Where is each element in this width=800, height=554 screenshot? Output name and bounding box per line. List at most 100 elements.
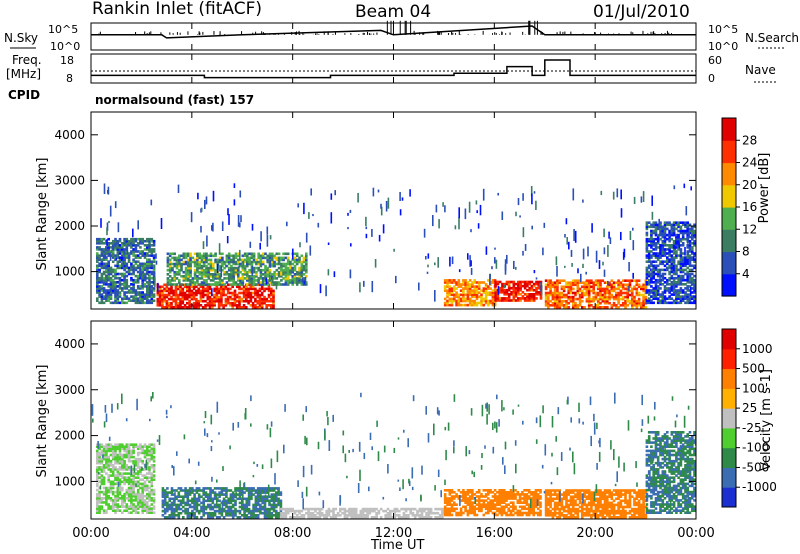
velocity-cell	[261, 511, 264, 515]
power-cell	[601, 287, 605, 291]
velocity-cell	[123, 478, 126, 481]
power-cell	[280, 258, 283, 262]
power-cell	[241, 277, 245, 280]
power-cell	[132, 287, 135, 290]
power-cell	[141, 287, 144, 290]
power-cell	[226, 291, 230, 295]
power-cell	[598, 260, 601, 269]
power-cell	[621, 285, 625, 289]
power-cell	[659, 246, 662, 249]
velocity-cell	[243, 516, 246, 519]
velocity-cell	[204, 511, 208, 515]
power-cell	[295, 258, 299, 262]
power-cell	[218, 260, 222, 264]
power-cell	[693, 264, 696, 268]
power-cell	[177, 304, 180, 307]
power-cell	[134, 291, 138, 294]
power-cell	[628, 301, 632, 305]
velocity-cell	[105, 492, 108, 496]
power-cell	[620, 208, 623, 218]
velocity-cell	[354, 516, 358, 519]
velocity-cell	[134, 507, 138, 510]
velocity-cell	[100, 507, 104, 510]
power-cell	[553, 299, 557, 303]
power-cell	[684, 258, 687, 261]
velocity-cell	[102, 501, 106, 504]
velocity-cell	[134, 511, 138, 514]
velocity-cell	[146, 476, 149, 479]
power-cell	[612, 281, 616, 284]
velocity-cell	[184, 495, 187, 498]
power-cell	[691, 237, 694, 241]
velocity-cell	[136, 474, 140, 477]
power-cell	[672, 244, 676, 247]
velocity-cell	[111, 486, 115, 490]
velocity-cell	[118, 466, 122, 469]
power-cell	[118, 256, 122, 259]
power-cell	[98, 270, 101, 274]
velocity-cell	[175, 495, 178, 498]
power-cell	[302, 256, 306, 260]
power-cell	[161, 293, 164, 297]
power-cell	[252, 258, 256, 262]
power-cell	[273, 270, 276, 274]
velocity-cell	[116, 443, 120, 446]
power-cell	[530, 288, 534, 292]
power-cell	[212, 268, 215, 272]
freq-series	[91, 59, 696, 79]
power-cell	[530, 297, 534, 300]
power-cell	[443, 281, 447, 284]
power-cell	[272, 301, 275, 305]
velocity-cell	[148, 507, 151, 510]
power-cell	[675, 233, 678, 237]
power-cell	[596, 301, 600, 305]
power-cell	[252, 275, 256, 278]
power-cell	[693, 252, 696, 255]
power-cell	[603, 299, 607, 303]
power-cell	[626, 289, 629, 293]
velocity-cell	[263, 487, 267, 490]
power-cell	[148, 283, 151, 286]
power-cell	[568, 241, 570, 250]
power-cell	[132, 258, 135, 261]
power-cell	[141, 291, 144, 294]
velocity-cell	[141, 490, 144, 494]
power-cell	[663, 223, 667, 227]
velocity-cell	[136, 461, 140, 465]
velocity-cell	[256, 495, 260, 498]
power-cell	[150, 281, 154, 284]
power-cell	[498, 299, 502, 302]
power-cell	[442, 202, 444, 207]
velocity-cell	[116, 468, 120, 471]
power-cell	[271, 256, 274, 260]
velocity-cell	[130, 501, 133, 504]
power-cell	[684, 278, 687, 282]
power-cell	[116, 293, 120, 296]
power-cell	[202, 262, 206, 266]
velocity-cell	[96, 503, 99, 506]
power-cell	[645, 281, 649, 284]
power-cell	[105, 283, 108, 286]
velocity-cell	[263, 489, 267, 492]
power-cell	[333, 271, 336, 278]
power-cell	[637, 293, 641, 297]
power-cell	[116, 301, 120, 305]
velocity-cell	[186, 497, 190, 501]
power-cell	[659, 221, 662, 224]
power-cell	[652, 301, 655, 305]
power-cell	[677, 293, 680, 296]
velocity-cell	[98, 461, 101, 465]
power-cell	[617, 306, 620, 309]
power-cell	[459, 283, 463, 286]
power-cell	[544, 291, 548, 295]
power-cell	[261, 283, 265, 286]
power-cell	[295, 270, 299, 274]
power-cell	[248, 262, 251, 266]
velocity-cell	[127, 507, 131, 510]
power-cell	[464, 279, 467, 282]
velocity-cell	[275, 493, 278, 496]
power-cell	[150, 248, 154, 251]
velocity-cell	[254, 489, 258, 492]
freq-tick-high: 18	[60, 54, 74, 67]
power-cell	[209, 252, 213, 256]
